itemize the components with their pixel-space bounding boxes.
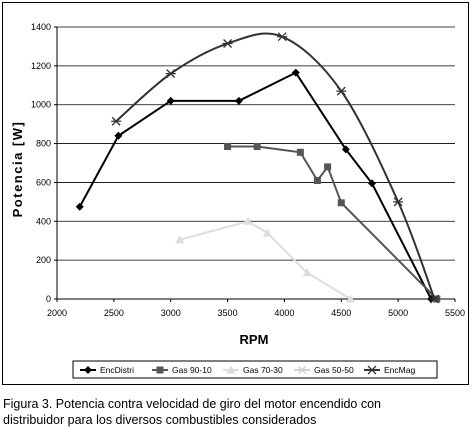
y-tick-label: 1000	[31, 100, 51, 110]
y-tick-label: 400	[36, 216, 51, 226]
legend-label-encmag: EncMag	[384, 365, 415, 375]
data-point-gas-90-10	[313, 176, 321, 184]
legend-box	[72, 360, 438, 379]
data-point-gas-90-10	[324, 163, 332, 171]
series-line-encmag	[115, 32, 436, 300]
data-point-encdistri	[114, 131, 123, 140]
data-point-encdistri	[291, 68, 300, 77]
legend-label-gas-50-50: Gas 50-50	[314, 365, 354, 375]
x-tick-label: 5500	[445, 308, 465, 318]
data-point-gas-90-10	[296, 148, 304, 156]
data-point-gas-90-10	[224, 142, 232, 150]
data-point-encdistri	[234, 96, 243, 105]
chart-svg: 0 200 400 600 800 1000 1200 1400 2000 2500 3000 350…	[10, 22, 465, 379]
legend-marker-gas-90-10	[156, 366, 164, 374]
grid-layer	[57, 26, 455, 261]
x-tick-label: 3000	[161, 308, 181, 318]
data-point-encdistri	[341, 145, 350, 154]
data-point-gas-90-10	[337, 199, 345, 207]
y-tick-label: 600	[36, 177, 51, 187]
caption-line-2: distribuidor para los diversos combustib…	[3, 413, 317, 427]
data-point-gas-70-30	[345, 294, 355, 303]
legend-label-gas-70-30: Gas 70-30	[243, 365, 283, 375]
data-point-encmag	[429, 294, 440, 304]
data-point-encmag	[222, 39, 233, 48]
y-tick-label: 1200	[31, 61, 51, 71]
series-line-encdistri	[78, 71, 433, 300]
data-point-encdistri	[367, 179, 376, 188]
data-point-gas-70-30	[243, 216, 253, 225]
data-point-encmag	[336, 86, 347, 96]
axis-layer: 0 200 400 600 800 1000 1200 1400 2000 2500 3000 350…	[31, 22, 465, 318]
legend-marker-gas-50-50	[297, 365, 307, 375]
data-point-gas-70-30	[302, 268, 312, 277]
y-axis-title: Potencia [W]	[10, 121, 25, 218]
legend-marker-gas-70-30	[226, 365, 236, 374]
series-layer	[75, 32, 441, 304]
x-tick-label: 5000	[388, 308, 408, 318]
series-line-gas-90-10	[227, 145, 438, 300]
data-point-encmag	[393, 197, 404, 207]
caption-line-1: Figura 3. Potencia contra velocidad de g…	[3, 397, 382, 411]
data-point-encdistri	[166, 96, 175, 105]
data-point-encdistri	[75, 202, 84, 211]
data-point-gas-70-30	[175, 235, 185, 244]
data-point-encmag	[277, 32, 288, 42]
data-point-encmag	[165, 69, 176, 79]
data-point-encmag	[111, 116, 122, 126]
chart-frame: 0 200 400 600 800 1000 1200 1400 2000 2500 3000 350…	[2, 2, 469, 385]
x-tick-label: 2000	[47, 308, 67, 318]
y-tick-label: 0	[46, 294, 51, 304]
figure-caption: Figura 3. Potencia contra velocidad de g…	[3, 396, 469, 428]
x-tick-label: 4500	[331, 308, 351, 318]
legend-label-gas-90-10: Gas 90-10	[172, 365, 212, 375]
legend-marker-encdistri	[84, 366, 92, 374]
legend-marker-encmag	[367, 365, 377, 375]
x-axis-title: RPM	[240, 332, 269, 347]
x-tick-label: 3500	[218, 308, 238, 318]
legend-label-encdistri: EncDistri	[100, 365, 134, 375]
data-point-gas-90-10	[253, 142, 261, 150]
x-tick-label: 4000	[274, 308, 294, 318]
legend-items: EncDistri Gas 90-10 Gas 70-30 Gas 50-50 EncM…	[80, 365, 415, 375]
legend: EncDistri Gas 90-10 Gas 70-30 Gas 50-50 EncM…	[72, 360, 438, 379]
y-tick-label: 200	[36, 255, 51, 265]
x-tick-label: 2500	[104, 308, 124, 318]
y-tick-label: 1400	[31, 22, 51, 32]
data-point-gas-70-30	[262, 228, 272, 237]
y-tick-label: 800	[36, 139, 51, 149]
